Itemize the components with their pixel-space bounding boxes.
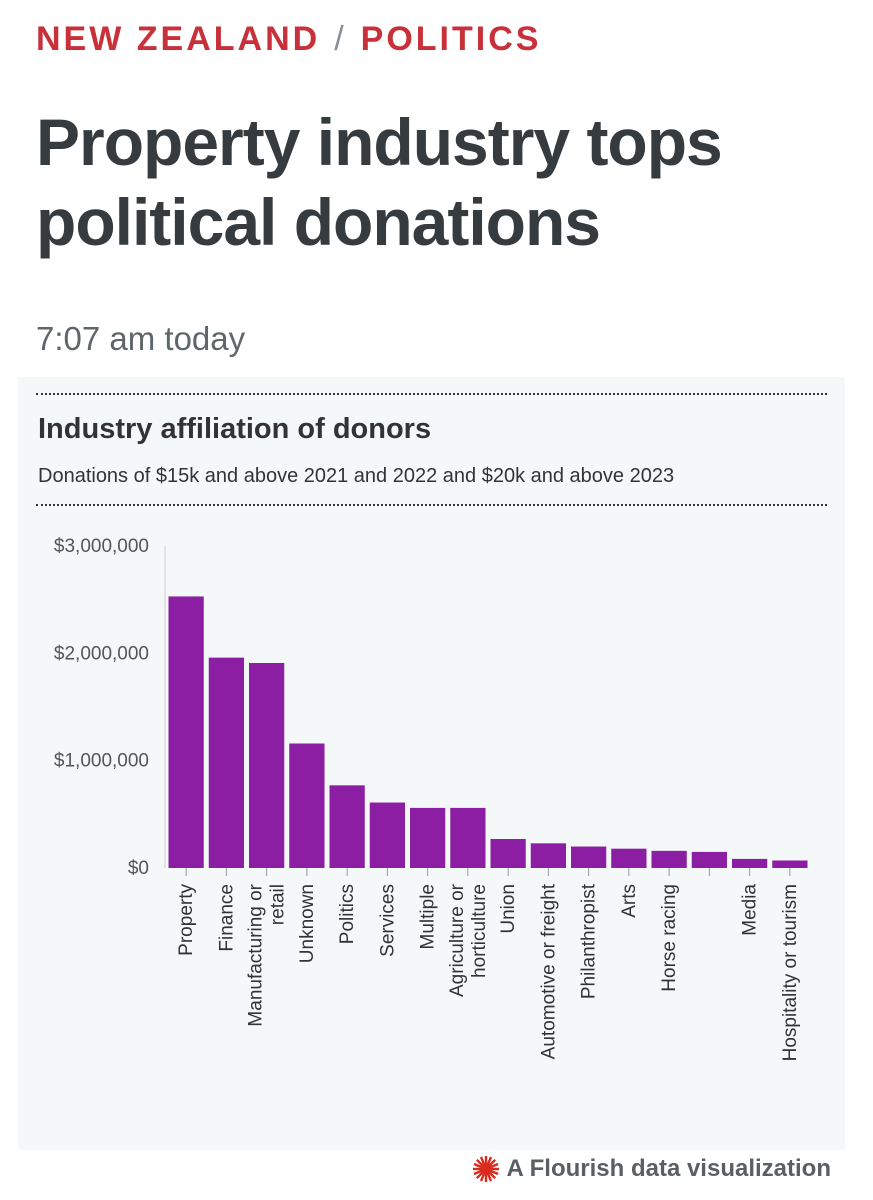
bar xyxy=(329,785,365,868)
chart-card: Industry affiliation of donors Donations… xyxy=(18,377,845,1150)
bar xyxy=(289,743,325,868)
bar xyxy=(772,860,808,868)
x-tick-label: Multiple xyxy=(418,884,439,949)
bar xyxy=(450,807,486,868)
x-tick-label: Arts xyxy=(619,884,640,918)
y-tick-label: $3,000,000 xyxy=(54,536,149,557)
bar-chart: $0 $1,000,000 $2,000,000 $3,000,000 Property… xyxy=(54,536,808,1061)
x-tick-label: Agriculture orhorticulture xyxy=(447,883,490,997)
y-tick-label: $1,000,000 xyxy=(54,751,149,772)
x-tick-label: Property xyxy=(176,884,197,956)
bar xyxy=(691,851,727,868)
x-tick-label: Automotive or freight xyxy=(538,883,559,1059)
chart-title: Industry affiliation of donors xyxy=(38,413,432,445)
x-tick-label: Finance xyxy=(216,884,237,952)
chart-subtitle: Donations of $15k and above 2021 and 202… xyxy=(38,465,675,487)
x-tick-label: Philanthropist xyxy=(579,883,600,999)
bar xyxy=(369,802,405,868)
bar xyxy=(571,846,607,868)
y-tick-label: $0 xyxy=(128,858,149,879)
headline: Property industry tops political donatio… xyxy=(36,105,723,259)
bar xyxy=(651,850,687,868)
x-tick-label: Services xyxy=(377,884,398,957)
section-link[interactable]: NEW ZEALAND xyxy=(36,20,321,58)
section-kicker: NEW ZEALAND / POLITICS xyxy=(36,20,541,59)
flourish-credit[interactable]: A Flourish data visualization xyxy=(471,1154,832,1184)
x-tick-label: Union xyxy=(498,884,519,934)
x-tick-label: Hospitality or tourism xyxy=(780,884,801,1061)
bar xyxy=(732,858,768,868)
x-tick-label: Horse racing xyxy=(659,884,680,992)
x-tick-label: Unknown xyxy=(297,884,318,963)
bar xyxy=(490,839,526,868)
top-dotted-rule xyxy=(36,393,827,395)
x-tick-label: Politics xyxy=(337,884,358,944)
bar xyxy=(530,843,566,868)
x-tick-label: Manufacturing orretail xyxy=(246,883,289,1026)
bar xyxy=(410,807,446,868)
x-tick-label: Media xyxy=(740,884,761,936)
bar xyxy=(208,657,244,868)
kicker-separator: / xyxy=(334,20,347,58)
bar xyxy=(611,848,647,868)
flourish-star-icon xyxy=(472,1156,499,1182)
bar xyxy=(249,662,285,868)
timestamp: 7:07 am today xyxy=(36,320,246,357)
y-tick-label: $2,000,000 xyxy=(54,643,149,664)
bar xyxy=(168,596,204,868)
flourish-credit-text: A Flourish data visualization xyxy=(506,1155,832,1182)
bottom-dotted-rule xyxy=(36,504,827,506)
category-link[interactable]: POLITICS xyxy=(360,20,542,58)
